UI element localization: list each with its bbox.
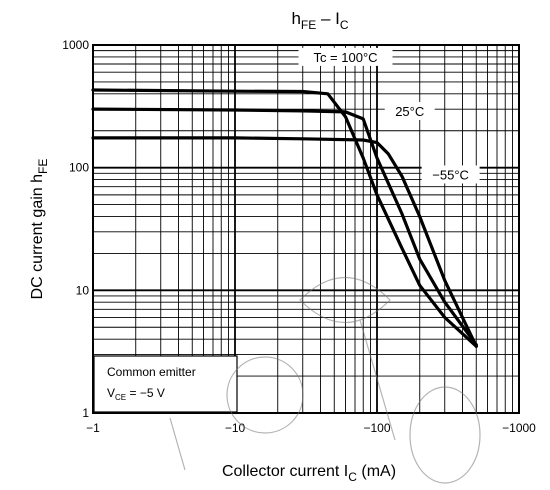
x-tick-label: −100 [363,421,390,435]
series-label: 25°C [395,104,424,119]
y-tick-label: 100 [69,161,89,175]
plot-frame [92,44,520,414]
y-tick-label: 1000 [62,38,89,52]
condition-note: Common emitter VCE = −5 V [93,355,238,413]
condition-note-line1: Common emitter [107,365,196,379]
series-labels: Tc = 100°C 25°C −55°C [298,47,480,184]
x-tick-label: −1 [86,421,100,435]
series-line-2 [91,136,478,348]
watermark [169,277,481,484]
y-axis-label: DC current gain hFE [29,159,50,300]
x-tick-label: −1000 [502,421,536,435]
x-tick-label: −10 [225,421,246,435]
series-label: −55°C [432,167,469,182]
condition-note-line2: VCE = −5 V [107,386,165,402]
chart-title: hFE – IC [291,9,348,32]
plot-grid [93,45,519,413]
y-tick-label: 10 [76,283,90,297]
series-label-bg [384,101,435,120]
series-label-bg [298,47,393,66]
series-label: Tc = 100°C [313,50,377,65]
x-axis-label: Collector current IC (mA) [222,463,396,484]
series-label-bg [421,165,480,184]
curves [91,88,478,348]
series-line-1 [91,107,478,347]
series-line-0 [91,88,478,348]
y-tick-label: 1 [82,406,89,420]
condition-note-box [93,355,238,413]
tick-labels: −1 −10 −100 −1000 1 10 100 1000 [62,38,536,435]
